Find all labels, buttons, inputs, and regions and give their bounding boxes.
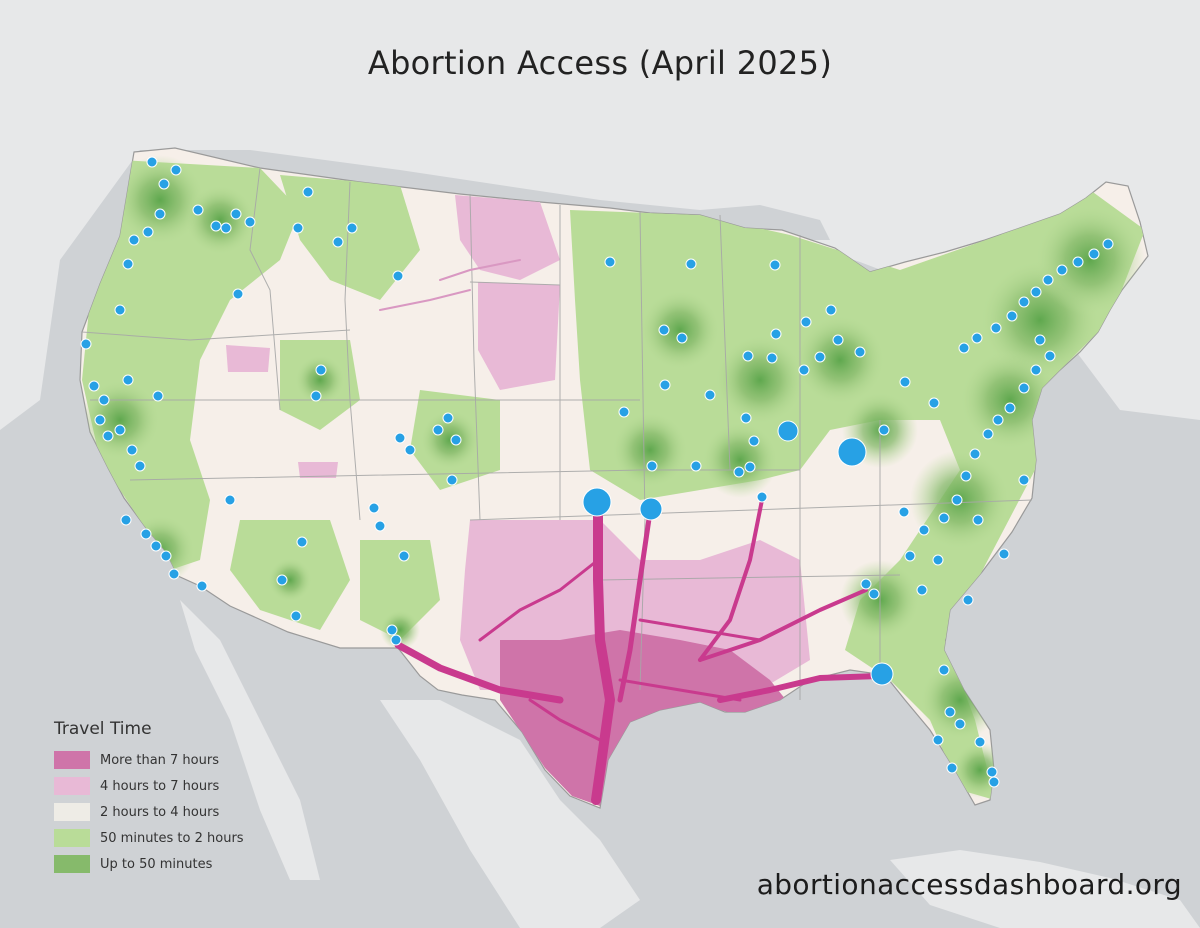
- legend-item-up-to-50-minutes: Up to 50 minutes: [54, 851, 244, 877]
- region-more-than-7hr: [500, 630, 790, 806]
- provider-marker-large: [777, 420, 799, 442]
- region-50min-2hr-northwest: [280, 175, 420, 300]
- legend: Travel Time More than 7 hours 4 hours to…: [54, 719, 244, 877]
- legend-swatch: [54, 803, 90, 821]
- legend-title: Travel Time: [54, 719, 152, 739]
- legend-swatch: [54, 829, 90, 847]
- canada-landmass: [0, 0, 1200, 430]
- legend-label: Up to 50 minutes: [100, 856, 213, 872]
- provider-marker-large: [639, 497, 663, 521]
- provider-marker-large: [582, 487, 612, 517]
- mexico-landmass: [380, 700, 640, 928]
- travel-time-layer: [80, 155, 1145, 806]
- legend-label: 2 hours to 4 hours: [100, 804, 220, 820]
- legend-item-2-to-4-hours: 2 hours to 4 hours: [54, 799, 244, 825]
- map-title: Abortion Access (April 2025): [367, 44, 833, 82]
- legend-label: 50 minutes to 2 hours: [100, 830, 244, 846]
- state-borders: [81, 167, 1033, 700]
- region-4-7hr-idaho: [226, 345, 270, 372]
- provider-markers: [80, 156, 1114, 788]
- legend-item-4-to-7-hours: 4 hours to 7 hours: [54, 773, 244, 799]
- website-url: abortionaccessdashboard.org: [756, 868, 1182, 901]
- legend-label: 4 hours to 7 hours: [100, 778, 220, 794]
- legend-item-50min-to-2-hours: 50 minutes to 2 hours: [54, 825, 244, 851]
- baja-peninsula: [180, 600, 320, 880]
- legend-swatch: [54, 855, 90, 873]
- provider-marker-large: [870, 662, 894, 686]
- legend-label: More than 7 hours: [100, 752, 219, 768]
- legend-swatch: [54, 751, 90, 769]
- travel-routes: [379, 259, 883, 805]
- region-4-7hr-north-dakota: [455, 195, 560, 280]
- legend-item-more-than-7-hours: More than 7 hours: [54, 747, 244, 773]
- cuba-landmass: [890, 850, 1200, 928]
- legend-swatch: [54, 777, 90, 795]
- region-4-7hr-utah: [298, 462, 338, 478]
- provider-marker-large: [837, 437, 867, 467]
- legend-items: More than 7 hours 4 hours to 7 hours 2 h…: [54, 747, 244, 877]
- region-4-7hr-south-dakota: [478, 282, 560, 390]
- region-50min-2hr-new-mexico: [360, 540, 440, 640]
